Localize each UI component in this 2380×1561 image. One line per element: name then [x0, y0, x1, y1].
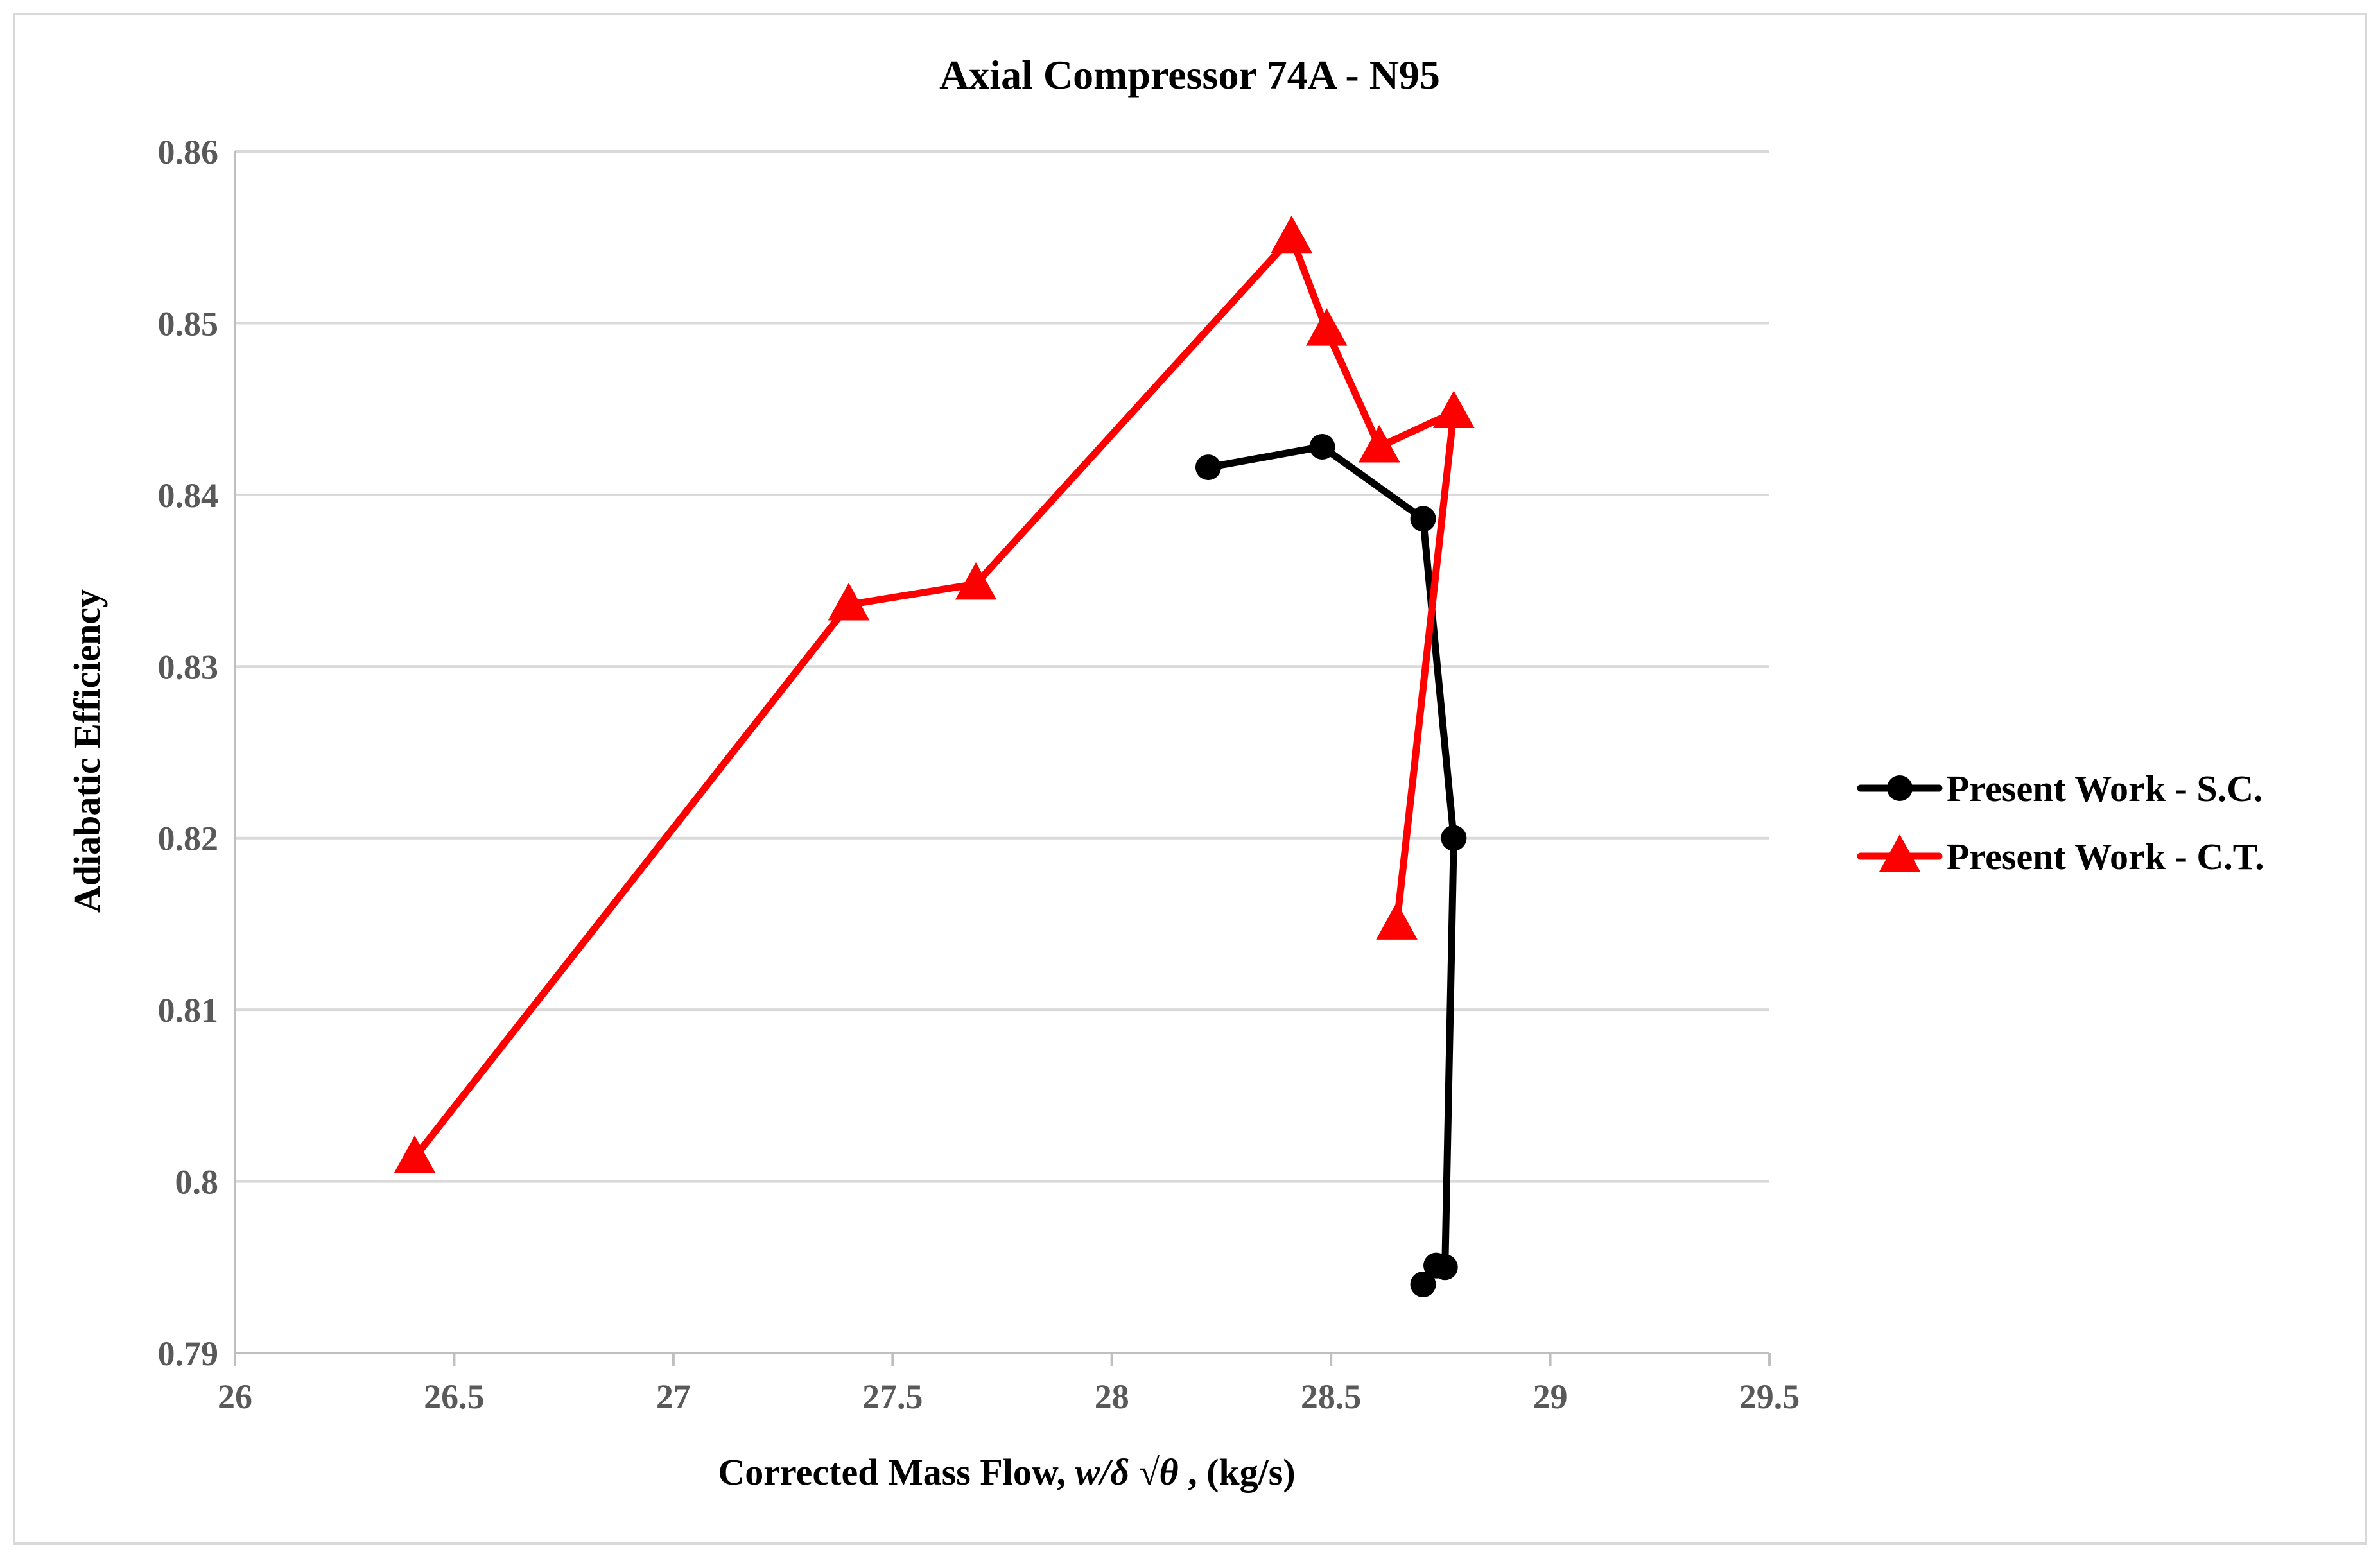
- data-point: [1271, 215, 1312, 254]
- legend-label: Present Work - S.C.: [1947, 768, 2263, 809]
- y-tick-label: 0.86: [158, 133, 219, 171]
- data-point: [955, 562, 997, 600]
- x-tick-label: 26: [218, 1377, 252, 1416]
- legend-marker: [1879, 834, 1921, 872]
- y-tick-label: 0.81: [158, 991, 219, 1030]
- axis-layer: [234, 151, 1771, 1366]
- data-point: [1195, 454, 1221, 481]
- data-point: [1306, 308, 1348, 346]
- x-tick-label: 29: [1533, 1377, 1568, 1416]
- legend-label: Present Work - C.T.: [1947, 836, 2264, 877]
- y-tick-label: 0.85: [158, 304, 219, 343]
- data-point: [1358, 424, 1400, 463]
- x-tick-label: 27.5: [862, 1377, 923, 1416]
- y-axis-title: Adiabatic Efficiency: [66, 589, 108, 913]
- x-axis-title-symbol: w/δ √θ: [1075, 1451, 1179, 1493]
- y-tick-labels: 0.79 0.8 0.81 0.82 0.83 0.84 0.85 0.86: [158, 133, 219, 1373]
- data-point: [1423, 1252, 1450, 1279]
- data-point: [1309, 433, 1335, 460]
- grid-layer: [235, 150, 1769, 1183]
- y-tick-label: 0.8: [175, 1163, 219, 1202]
- data-point: [1441, 825, 1467, 851]
- y-tick-label: 0.79: [158, 1334, 219, 1373]
- legend-marker: [1887, 775, 1913, 801]
- y-tick-label: 0.84: [158, 476, 219, 515]
- data-point: [1376, 902, 1418, 940]
- data-point: [1410, 506, 1436, 532]
- x-tick-label: 27: [656, 1377, 691, 1416]
- x-tick-label: 26.5: [424, 1377, 485, 1416]
- x-tick-label: 29.5: [1739, 1377, 1800, 1416]
- x-axis-title-prefix: Corrected Mass Flow,: [718, 1451, 1075, 1493]
- chart-border: [13, 13, 2367, 1545]
- series-layer: [394, 215, 1475, 1298]
- legend: Present Work - S.C. Present Work - C.T.: [1857, 768, 2264, 877]
- chart-title: Axial Compressor 74A - N95: [939, 52, 1440, 98]
- x-tick-label: 28: [1095, 1377, 1129, 1416]
- x-tick-labels: 26 26.5 27 27.5 28 28.5 29 29.5: [218, 1377, 1800, 1416]
- y-tick-label: 0.83: [158, 648, 219, 686]
- data-point: [828, 583, 870, 621]
- x-axis-title: Corrected Mass Flow, w/δ √θ , (kg/s): [718, 1451, 1295, 1493]
- data-point: [394, 1135, 436, 1173]
- data-point: [1433, 390, 1475, 428]
- y-tick-label: 0.82: [158, 820, 219, 858]
- x-tick-label: 28.5: [1301, 1377, 1362, 1416]
- data-point: [1410, 1272, 1436, 1298]
- x-axis-title-unit: , (kg/s): [1179, 1451, 1296, 1493]
